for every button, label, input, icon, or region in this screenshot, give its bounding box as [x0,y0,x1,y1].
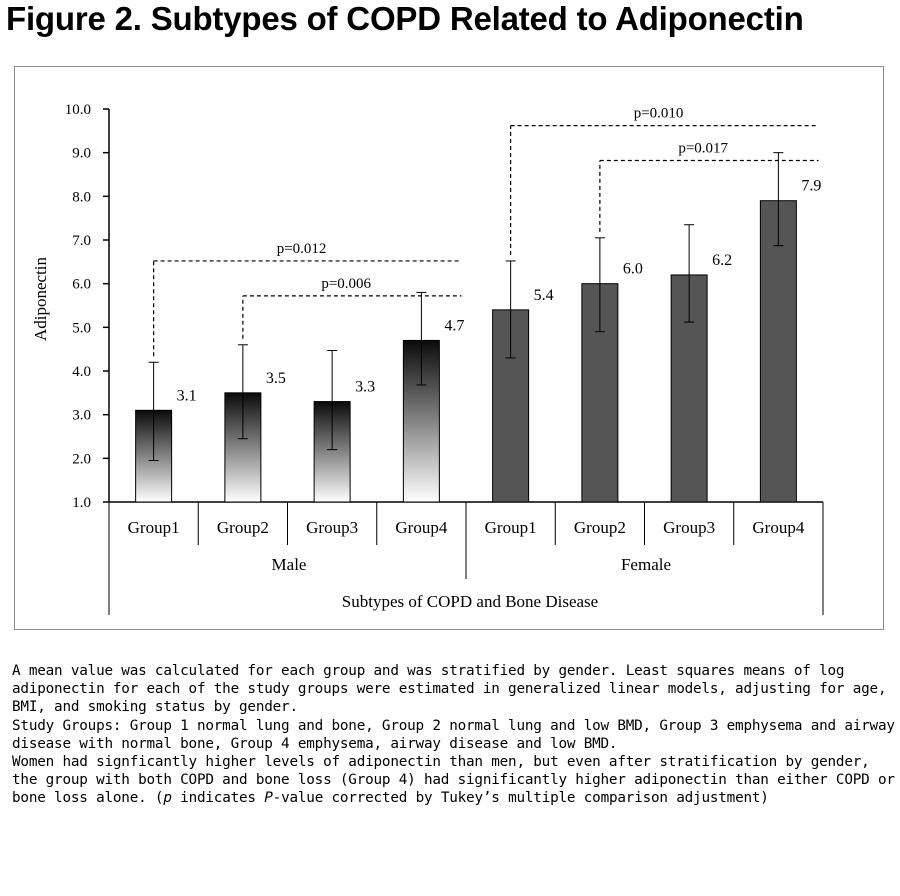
p-value-label: p=0.017 [678,141,728,157]
y-tick-label: 5.0 [72,320,91,336]
caption-text: -value corrected by Tukey’s multiple com… [272,790,769,807]
group-label-female: Female [621,555,671,574]
caption-italic-p: p [163,790,172,807]
y-tick-label: 2.0 [72,451,91,467]
x-tick-label: Group2 [574,518,626,537]
y-tick-label: 9.0 [72,146,91,162]
figure-title: Figure 2. Subtypes of COPD Related to Ad… [6,0,804,37]
data-label: 4.7 [444,317,464,334]
x-tick-label: Group4 [752,518,804,537]
y-tick-label: 3.0 [72,408,91,424]
p-value-label: p=0.012 [277,241,327,257]
data-label: 6.0 [623,261,643,278]
y-tick-label: 4.0 [72,364,91,380]
x-tick-label: Group3 [663,518,715,537]
figure-caption: A mean value was calculated for each gro… [12,662,896,808]
y-tick-label: 8.0 [72,189,91,205]
caption-text: Women had signficantly higher levels of … [12,754,895,807]
caption-paragraph-groups: Study Groups: Group 1 normal lung and bo… [12,717,895,752]
x-tick-label: Group1 [485,518,537,537]
data-label: 3.1 [177,387,197,404]
x-tick-label: Group3 [306,518,358,537]
y-tick-label: 10.0 [65,102,91,118]
chart-frame: 1.0 2.0 3.0 4.0 5.0 6.0 7.0 8.0 9.0 10.0 Group1 Gro… [14,66,884,630]
data-label: 6.2 [712,252,732,269]
caption-text: indicates [171,790,265,807]
caption-italic-P: P [264,790,273,807]
adiponectin-bar-chart: 1.0 2.0 3.0 4.0 5.0 6.0 7.0 8.0 9.0 10.0 Group1 Gro… [31,102,824,615]
group-label-male: Male [272,555,307,574]
x-tick-label: Group1 [128,518,180,537]
data-label: 3.3 [355,379,375,396]
y-axis-label: Adiponectin [31,256,50,341]
p-value-label: p=0.010 [634,106,684,122]
y-tick-label: 1.0 [72,495,91,511]
x-tick-label: Group2 [217,518,269,537]
y-tick-label: 6.0 [72,277,91,293]
p-value-label: p=0.006 [321,276,371,292]
caption-paragraph-method: A mean value was calculated for each gro… [12,663,887,716]
x-axis-label: Subtypes of COPD and Bone Disease [342,592,598,611]
data-label: 7.9 [801,178,821,195]
x-tick-label: Group4 [395,518,447,537]
data-label: 3.5 [266,370,286,387]
bar [759,200,797,503]
data-label: 5.4 [534,287,554,304]
caption-paragraph-findings: Women had signficantly higher levels of … [12,753,896,808]
y-tick-label: 7.0 [72,233,91,249]
